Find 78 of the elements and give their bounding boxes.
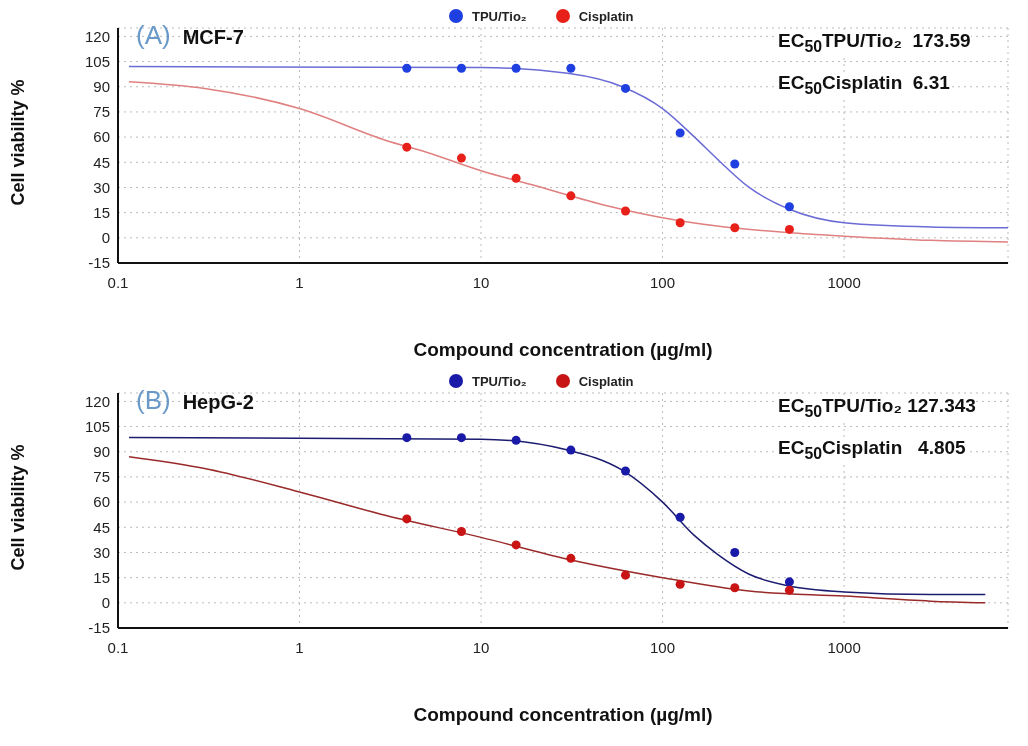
x-axis-title: Compound concentration (µg/ml) (413, 339, 713, 360)
point (730, 583, 740, 593)
y-tick-label: 60 (93, 493, 110, 511)
point (675, 128, 685, 138)
y-tick-label: 60 (93, 128, 110, 146)
point (675, 579, 685, 589)
y-tick-label: 30 (93, 543, 110, 561)
point (456, 153, 466, 163)
point (511, 63, 521, 73)
x-tick-label: 100 (650, 273, 676, 291)
chart-title: MCF-7 (182, 26, 244, 49)
point (402, 63, 412, 73)
point (511, 173, 521, 183)
x-tick-label: 10 (472, 273, 490, 291)
point (566, 553, 576, 563)
annotation: EC$_{50}$TPU/Tio₂ 173.59 (778, 30, 971, 56)
point (730, 223, 740, 233)
point (675, 512, 685, 522)
x-tick-label: 1000 (827, 638, 861, 656)
x-tick-label: 10 (472, 638, 490, 656)
y-tick-label: 30 (93, 178, 110, 196)
point (456, 63, 466, 73)
point (456, 433, 466, 443)
y-tick-label: 0 (101, 594, 110, 612)
legend-label: Cisplatin (578, 373, 634, 389)
point (402, 433, 412, 443)
y-tick-label: 75 (93, 468, 110, 486)
y-tick-label: 0 (101, 229, 110, 247)
y-tick-label: 45 (93, 518, 110, 536)
annotation: (B) (136, 385, 171, 416)
point (620, 466, 631, 476)
x-tick-label: 1000 (827, 273, 861, 291)
point (566, 191, 576, 201)
point (511, 540, 521, 550)
point (784, 585, 794, 595)
point (402, 142, 412, 152)
point (620, 570, 631, 580)
legend-label: TPU/Tio₂ (472, 373, 527, 389)
y-tick-label: 120 (84, 392, 110, 410)
y-tick-label: 105 (84, 417, 110, 435)
y-tick-label: 75 (93, 103, 110, 121)
y-tick-label: 15 (93, 203, 110, 221)
point (566, 63, 576, 73)
x-tick-label: 0.1 (107, 273, 129, 291)
point (784, 577, 794, 587)
point (402, 514, 412, 524)
point (730, 547, 740, 557)
chart-title: HepG-2 (182, 391, 254, 414)
point (511, 435, 521, 445)
point (784, 224, 794, 234)
y-tick-label: 15 (93, 568, 110, 586)
point (730, 159, 740, 169)
legend-label: Cisplatin (578, 8, 634, 24)
x-tick-label: 1 (295, 638, 304, 656)
point (675, 218, 685, 228)
annotation: (A) (136, 20, 171, 51)
y-axis-title: Cell viability % (8, 444, 29, 571)
y-tick-label: -15 (88, 619, 110, 637)
y-tick-label: -15 (88, 254, 110, 272)
point (620, 206, 631, 216)
x-tick-label: 0.1 (107, 638, 129, 656)
x-axis-title: Compound concentration (µg/ml) (413, 704, 713, 725)
point (620, 83, 631, 93)
x-tick-label: 100 (650, 638, 676, 656)
x-tick-label: 1 (295, 273, 304, 291)
y-tick-label: 45 (93, 153, 110, 171)
y-tick-label: 90 (93, 78, 110, 96)
y-tick-label: 120 (84, 27, 110, 45)
legend-label: TPU/Tio₂ (472, 8, 527, 24)
point (566, 445, 576, 455)
point (456, 526, 466, 536)
y-tick-label: 105 (84, 52, 110, 70)
y-axis-title: Cell viability % (8, 79, 29, 206)
annotation: EC$_{50}$TPU/Tio₂ 127.343 (778, 395, 976, 421)
annotation: EC$_{50}$Cisplatin 4.805 (778, 437, 966, 463)
annotation: EC$_{50}$Cisplatin 6.31 (778, 72, 950, 98)
point (784, 202, 794, 212)
y-tick-label: 90 (93, 443, 110, 461)
